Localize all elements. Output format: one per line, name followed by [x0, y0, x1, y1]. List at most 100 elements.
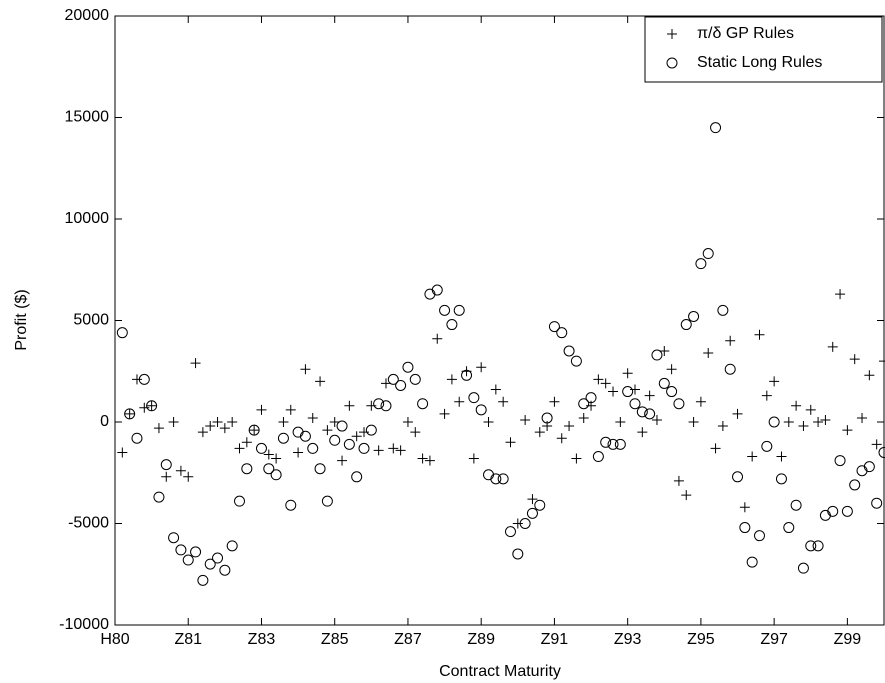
point	[483, 417, 494, 427]
point	[673, 475, 684, 486]
point	[703, 347, 714, 358]
point	[688, 417, 699, 427]
point	[454, 396, 465, 407]
point	[857, 412, 868, 423]
point	[343, 438, 355, 450]
point	[622, 386, 634, 398]
point	[636, 406, 648, 418]
point	[797, 562, 809, 574]
point	[724, 363, 736, 375]
point	[190, 358, 201, 369]
x-tick-label: Z85	[321, 631, 349, 648]
point	[666, 386, 678, 398]
point	[146, 400, 157, 411]
point	[651, 414, 662, 425]
point	[695, 396, 706, 407]
point	[505, 437, 516, 448]
point	[168, 417, 179, 427]
point	[388, 443, 399, 454]
point	[417, 453, 428, 464]
point	[768, 416, 780, 428]
point	[798, 421, 809, 432]
point	[680, 319, 692, 331]
point	[329, 417, 340, 427]
point	[776, 451, 787, 462]
point	[739, 522, 751, 534]
point	[270, 469, 282, 481]
point	[753, 530, 765, 542]
point	[673, 398, 685, 410]
point	[234, 443, 245, 454]
point	[841, 505, 853, 517]
point	[629, 384, 640, 395]
point	[637, 427, 648, 438]
point	[337, 455, 348, 466]
point	[812, 540, 824, 552]
point	[878, 446, 885, 458]
point	[139, 402, 150, 413]
point	[504, 526, 516, 538]
x-tick-label: H80	[100, 631, 129, 648]
y-tick-label: 0	[100, 413, 109, 430]
point	[534, 427, 545, 438]
point	[322, 425, 333, 436]
point	[754, 329, 765, 340]
x-axis-label: Contract Maturity	[439, 663, 561, 680]
point	[520, 414, 531, 425]
point	[138, 373, 150, 385]
point	[359, 427, 370, 438]
x-tick-label: Z89	[467, 631, 495, 648]
point	[578, 412, 589, 423]
point	[197, 574, 209, 586]
point	[293, 447, 304, 458]
point	[248, 424, 260, 436]
point	[161, 471, 172, 482]
point	[358, 442, 370, 454]
point	[556, 327, 568, 339]
point	[717, 304, 729, 316]
point	[564, 421, 575, 432]
point	[827, 341, 838, 352]
point	[212, 417, 223, 427]
point	[725, 335, 736, 346]
point	[710, 122, 722, 134]
point	[263, 463, 275, 475]
point	[600, 436, 612, 448]
point	[395, 445, 406, 456]
point	[277, 432, 289, 444]
point	[541, 412, 553, 424]
point	[871, 497, 883, 509]
point	[783, 522, 795, 534]
point	[255, 442, 267, 454]
point	[527, 494, 538, 505]
point	[285, 499, 297, 511]
point	[659, 345, 670, 356]
point	[373, 445, 384, 456]
point	[351, 471, 363, 483]
point	[592, 451, 604, 463]
point	[512, 548, 524, 560]
point	[863, 461, 875, 473]
point	[395, 379, 407, 391]
point	[271, 453, 282, 464]
point	[307, 412, 318, 423]
point	[424, 455, 435, 466]
point	[732, 471, 744, 483]
point	[351, 431, 362, 442]
y-tick-label: 20000	[65, 7, 110, 24]
point	[827, 505, 839, 517]
point	[380, 400, 392, 412]
point	[512, 518, 523, 529]
point	[879, 356, 885, 367]
point	[695, 258, 707, 270]
point	[183, 471, 194, 482]
legend-label: Static Long Rules	[697, 54, 822, 71]
point	[534, 499, 546, 511]
x-tick-label: Z93	[614, 631, 642, 648]
point	[431, 284, 443, 296]
point	[526, 507, 538, 519]
point	[563, 345, 575, 357]
point	[446, 319, 458, 331]
